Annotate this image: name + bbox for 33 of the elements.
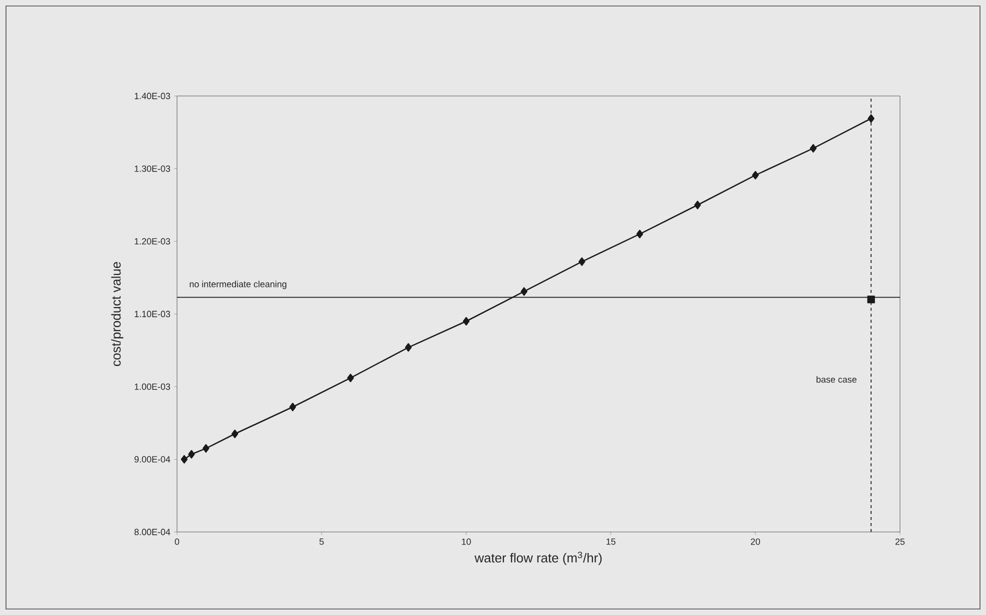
x-tick-label: 0 [174, 538, 180, 545]
x-tick-label: 15 [606, 538, 616, 545]
y-tick-label: 9.00E-04 [134, 456, 170, 462]
ref-line-label: base case [816, 376, 856, 383]
point [289, 402, 296, 412]
ref-line-label: no intermediate cleaning [190, 280, 286, 290]
point [752, 170, 759, 180]
point [636, 230, 644, 238]
point [202, 444, 210, 453]
point [578, 257, 586, 266]
y-tick-label: 1.20E-03 [134, 238, 170, 244]
point [868, 114, 874, 123]
y-tick-label: 1.40E-03 [134, 92, 170, 100]
x-tick-label: 25 [895, 538, 905, 545]
point [347, 374, 354, 382]
point [810, 144, 817, 153]
x-axis-title: water flow rate (m$^{3}$/hr) [474, 552, 602, 566]
y-tick-label: 8.00E-04 [134, 528, 170, 536]
point [462, 317, 470, 326]
y-tick-label: 1.30E-03 [134, 165, 170, 172]
y-axis-title: cost/product value [111, 262, 124, 366]
x-tick-label: 20 [750, 538, 760, 545]
point [188, 450, 195, 458]
y-tick-label: 1.10E-03 [134, 310, 170, 318]
point [405, 343, 412, 352]
point [180, 455, 188, 464]
point [232, 430, 238, 438]
y-tick-label: 1.00E-03 [134, 383, 170, 390]
point [694, 200, 701, 210]
x-tick-label: 10 [462, 538, 471, 545]
point [520, 287, 528, 296]
point [867, 296, 875, 304]
x-tick-label: 5 [319, 538, 324, 545]
